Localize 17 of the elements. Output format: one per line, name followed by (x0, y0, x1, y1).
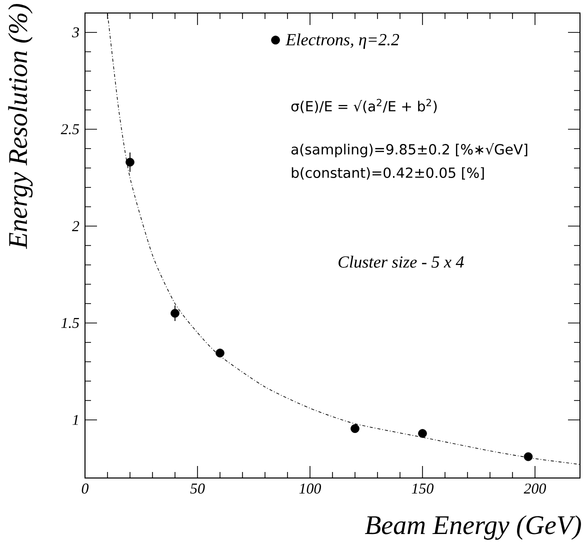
y-tick-label: 1.5 (61, 318, 80, 328)
y-axis-title: Energy Resolution (%) (8, 4, 33, 250)
y-tick-label: 3 (72, 27, 79, 38)
x-tick-label: 150 (412, 484, 434, 494)
annotation: σ(E)/E = √(a$^{2}$/E + b$^{2}$) (291, 98, 437, 114)
annotation: b(constant)=0.42±0.05 [%] (292, 167, 484, 180)
y-tick-label: 2 (72, 221, 80, 232)
x-tick-label: 100 (299, 484, 322, 494)
x-tick-label: 200 (524, 484, 546, 494)
annotation: Cluster size - 5 x 4 (338, 256, 464, 268)
x-tick-label: 50 (190, 484, 205, 494)
annotation: a(sampling)=9.85±0.2 [%∗√GeV] (291, 143, 528, 158)
y-tick-label: 2.5 (60, 124, 80, 134)
y-tick-label: 1 (72, 414, 78, 425)
x-tick-label: 0 (82, 484, 89, 494)
x-axis-title: Beam Energy (GeV) (364, 515, 581, 540)
legend-label: Electrons, η=2.2 (286, 33, 400, 49)
